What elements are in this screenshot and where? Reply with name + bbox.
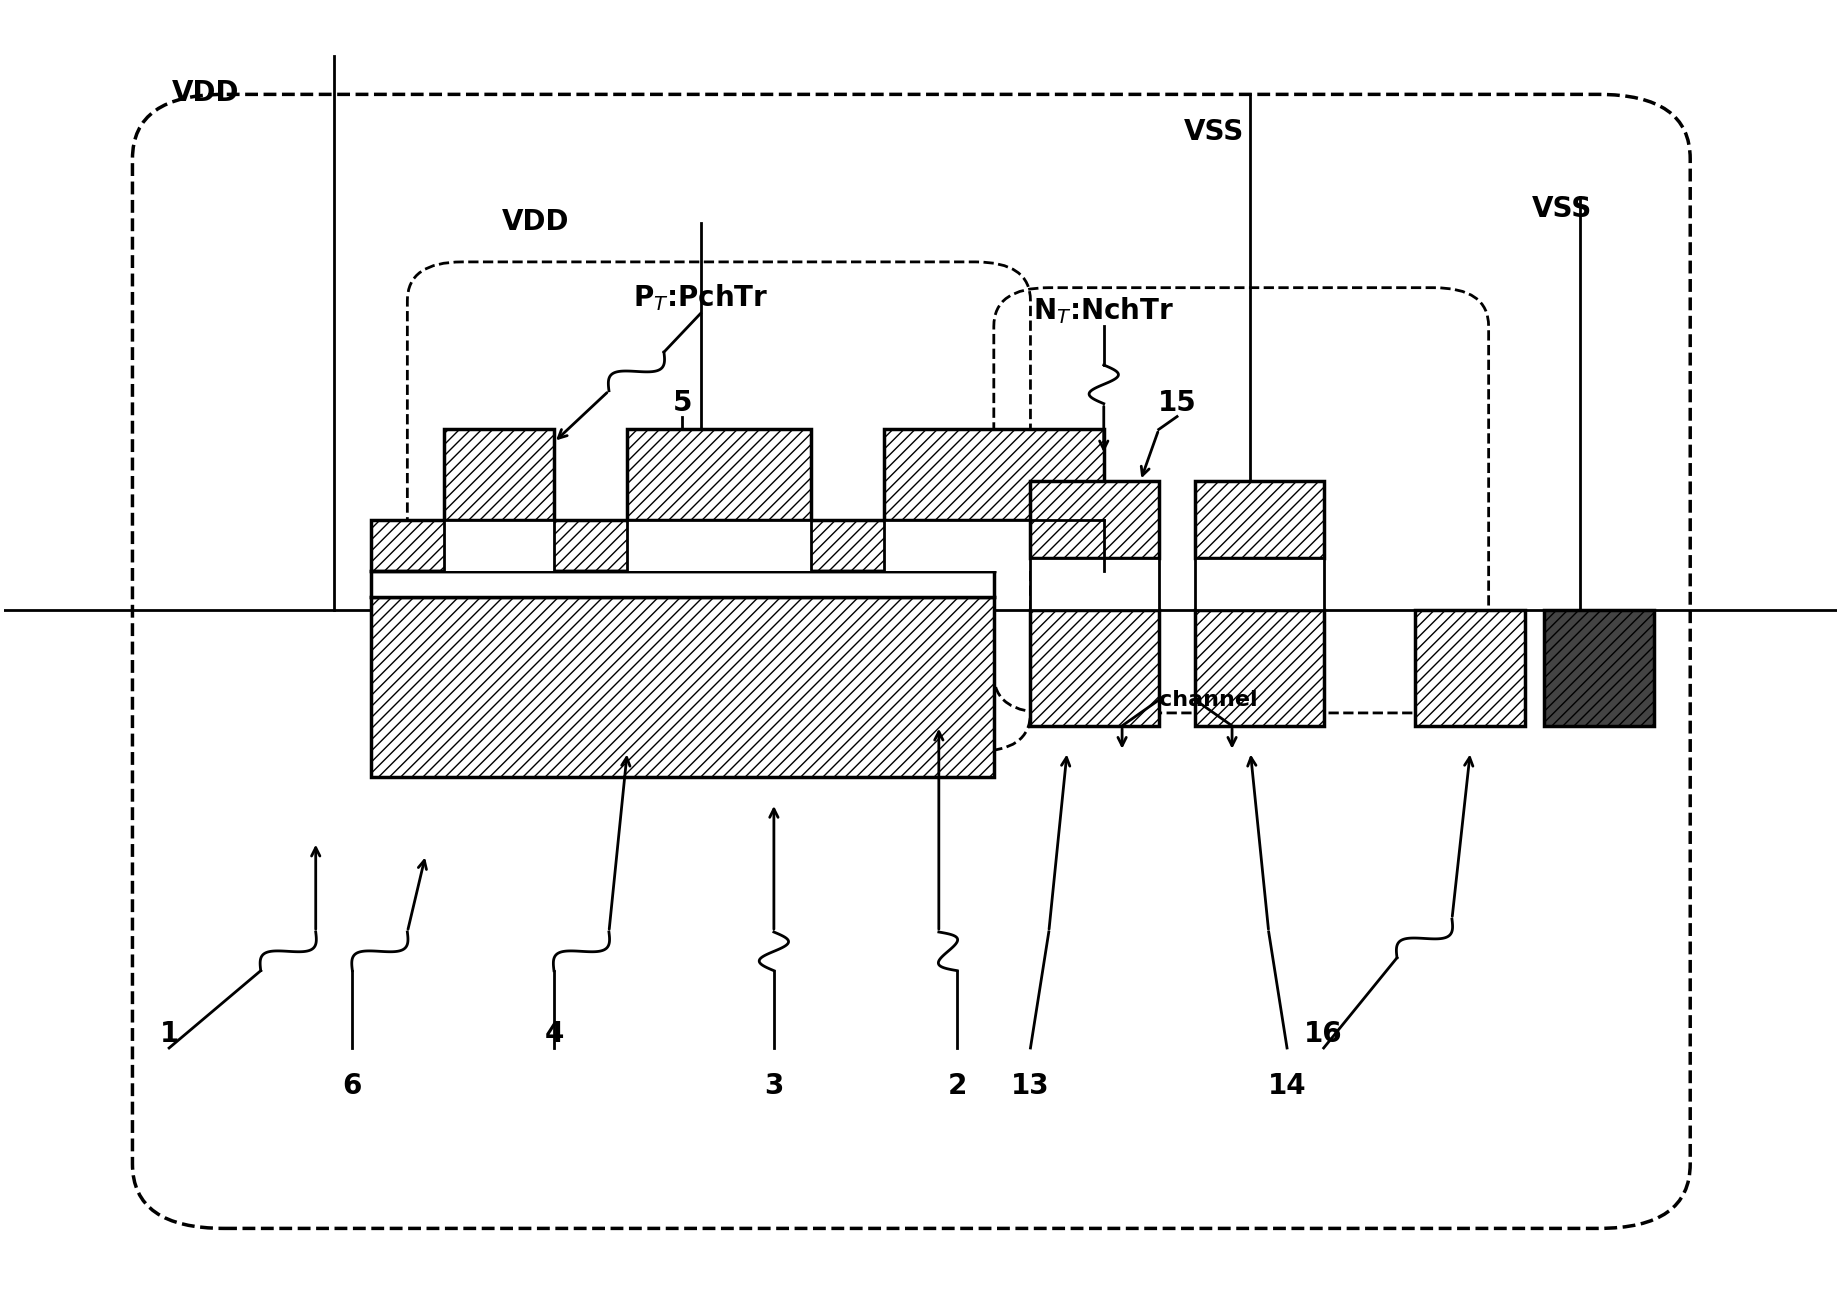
Bar	[444, 520, 554, 571]
Text: 2: 2	[948, 1071, 967, 1100]
Text: P$_T$:PchTr: P$_T$:PchTr	[633, 283, 768, 314]
Bar	[884, 429, 1105, 520]
Text: 3: 3	[764, 1071, 784, 1100]
Bar	[1031, 558, 1158, 610]
Text: 15: 15	[1158, 389, 1197, 416]
Text: 16: 16	[1305, 1019, 1342, 1048]
Text: 6: 6	[342, 1071, 363, 1100]
Text: 1: 1	[160, 1019, 179, 1048]
Text: 13: 13	[1011, 1071, 1049, 1100]
Bar	[1031, 481, 1158, 558]
Bar	[370, 571, 994, 597]
Text: VSS: VSS	[1532, 196, 1592, 223]
Bar	[370, 597, 994, 777]
Text: VDD: VDD	[171, 79, 239, 108]
Text: VSS: VSS	[1184, 118, 1245, 147]
Bar	[628, 520, 810, 571]
Text: 14: 14	[1268, 1071, 1307, 1100]
Bar	[1195, 481, 1324, 558]
Bar	[628, 429, 810, 520]
Bar	[1416, 610, 1526, 726]
Text: channel: channel	[1158, 690, 1257, 709]
Bar	[1195, 610, 1324, 726]
Bar	[444, 429, 554, 520]
Bar	[884, 520, 1105, 571]
Bar	[1031, 610, 1158, 726]
Text: VDD: VDD	[503, 208, 569, 236]
Text: 4: 4	[545, 1019, 563, 1048]
Text: 5: 5	[672, 389, 692, 416]
Bar	[370, 520, 994, 571]
Text: N$_T$:NchTr: N$_T$:NchTr	[1033, 296, 1175, 327]
Bar	[1543, 610, 1653, 726]
Bar	[1195, 558, 1324, 610]
